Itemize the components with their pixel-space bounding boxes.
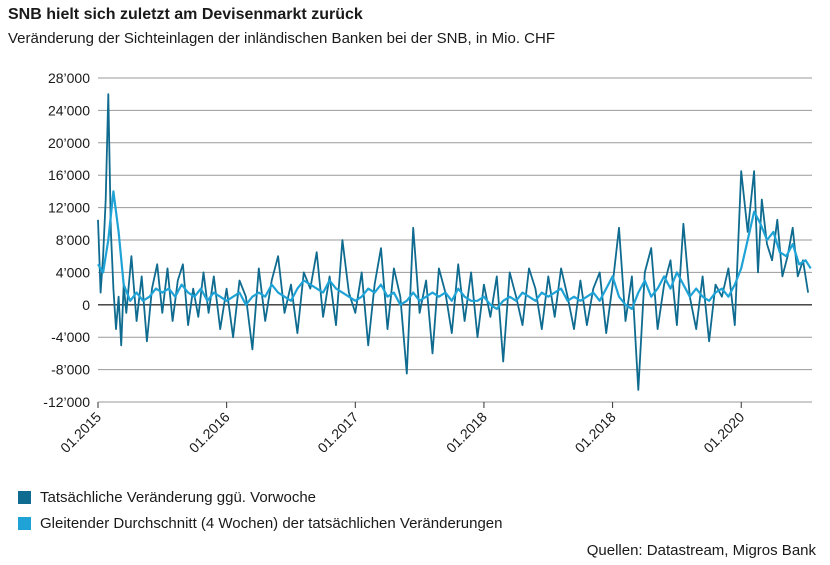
x-tick-label: 01.2018: [443, 409, 490, 456]
series-line-actual: [97, 93, 809, 391]
y-tick-label: -4’000: [51, 329, 90, 345]
y-tick-label: 12’000: [48, 200, 90, 216]
x-tick-label: 01.2015: [57, 409, 104, 456]
y-tick-label: 24’000: [48, 102, 90, 118]
x-tick-label: 01.2018: [572, 409, 619, 456]
series-line-average: [97, 190, 812, 310]
legend-label-actual: Tatsächliche Veränderung ggü. Vorwoche: [40, 489, 317, 506]
y-tick-label: 16’000: [48, 167, 90, 183]
y-tick-label: -12’000: [43, 394, 90, 410]
source-note: Quellen: Datastream, Migros Bank: [586, 542, 816, 559]
legend-item-average: Gleitender Durchschnitt (4 Wochen) der t…: [18, 515, 503, 532]
y-tick-label: -8’000: [51, 362, 90, 378]
x-tick-label: 01.2017: [314, 409, 361, 456]
legend-label-average: Gleitender Durchschnitt (4 Wochen) der t…: [40, 515, 503, 532]
x-tick-label: 01.2020: [700, 409, 747, 456]
x-tick-label: 01.2016: [186, 409, 233, 456]
legend-swatch-actual: [18, 491, 31, 504]
y-tick-label: 8’000: [56, 232, 90, 248]
legend-item-actual: Tatsächliche Veränderung ggü. Vorwoche: [18, 489, 316, 506]
chart-subtitle: Veränderung der Sichteinlagen der inländ…: [8, 30, 555, 47]
chart-title: SNB hielt sich zuletzt am Devisenmarkt z…: [8, 6, 363, 23]
y-tick-label: 20’000: [48, 135, 90, 151]
legend-swatch-average: [18, 517, 31, 530]
y-tick-label: 4’000: [56, 264, 90, 280]
y-tick-label: 0: [82, 297, 90, 313]
y-tick-label: 28’000: [48, 70, 90, 86]
